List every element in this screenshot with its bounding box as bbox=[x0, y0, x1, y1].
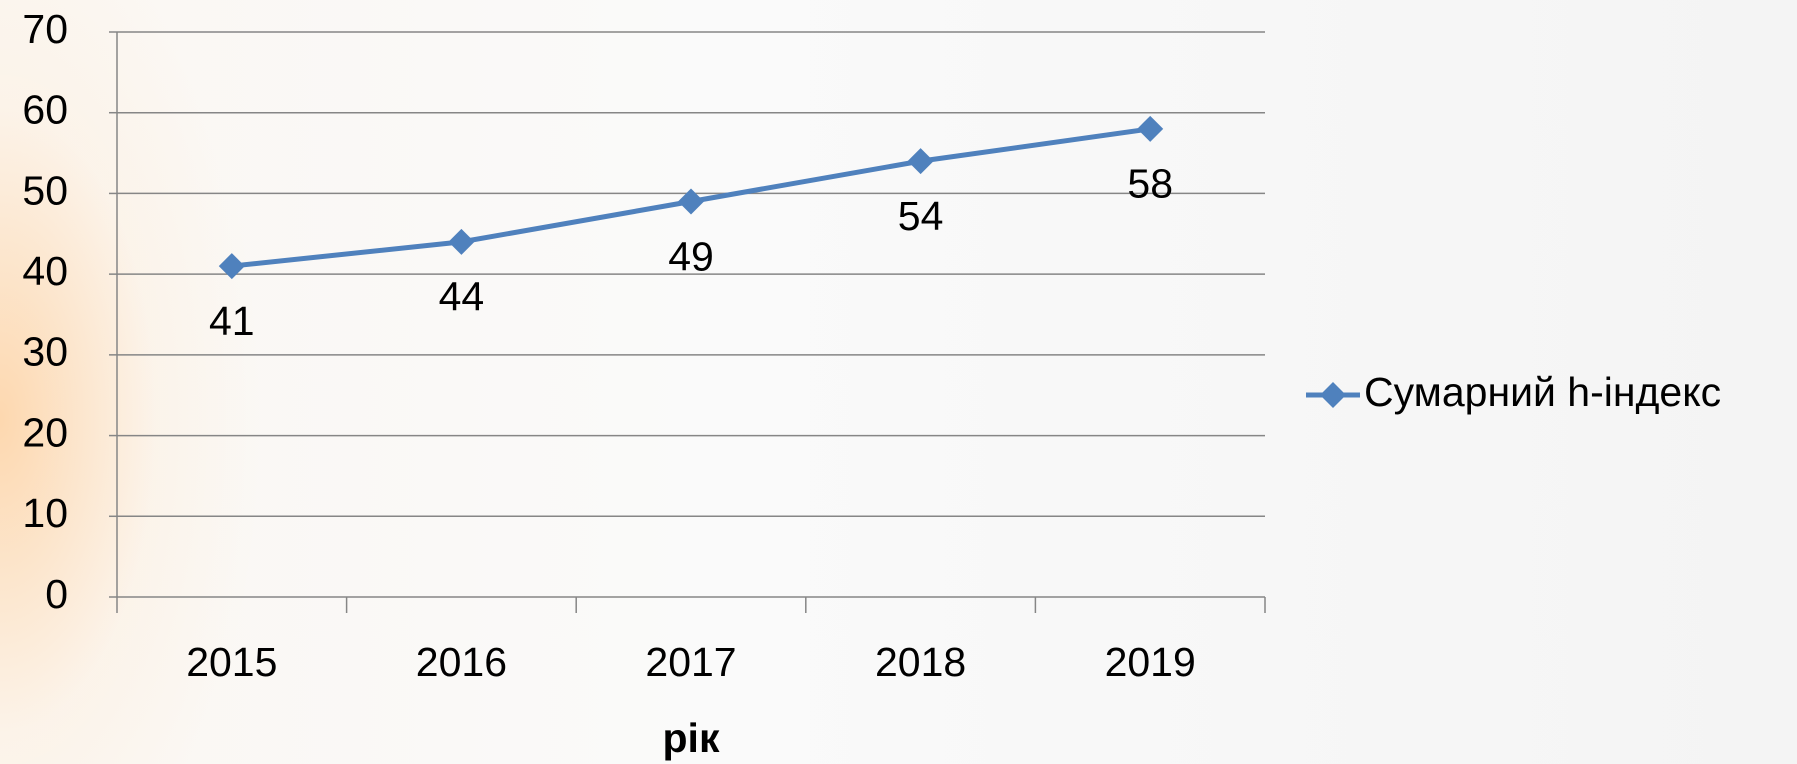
marker bbox=[907, 148, 934, 175]
x-tick-label: 2016 bbox=[416, 639, 507, 685]
marker bbox=[678, 188, 704, 215]
y-tick-label: 30 bbox=[22, 329, 68, 375]
y-tick-label: 20 bbox=[22, 409, 68, 455]
data-label: 49 bbox=[668, 233, 714, 279]
data-label: 58 bbox=[1127, 161, 1173, 207]
marker bbox=[448, 228, 475, 255]
x-tick-label: 2019 bbox=[1105, 639, 1196, 685]
y-tick-label: 10 bbox=[22, 490, 68, 536]
marker bbox=[218, 253, 245, 280]
y-tick-label: 40 bbox=[22, 248, 68, 294]
x-tick-label: 2017 bbox=[645, 639, 736, 685]
y-tick-label: 50 bbox=[22, 167, 68, 213]
data-label: 41 bbox=[209, 298, 255, 344]
legend-label: Сумарний h-індекс bbox=[1364, 369, 1721, 415]
data-label: 54 bbox=[898, 193, 944, 239]
data-label: 44 bbox=[439, 274, 485, 320]
x-axis-label: рік bbox=[663, 715, 720, 761]
y-tick-label: 70 bbox=[22, 6, 68, 52]
x-tick-label: 2018 bbox=[875, 639, 966, 685]
x-tick-label: 2015 bbox=[186, 639, 277, 685]
y-tick-label: 60 bbox=[22, 87, 68, 133]
legend-marker bbox=[1320, 382, 1346, 408]
y-tick-label: 0 bbox=[45, 571, 68, 617]
marker bbox=[1137, 115, 1164, 142]
